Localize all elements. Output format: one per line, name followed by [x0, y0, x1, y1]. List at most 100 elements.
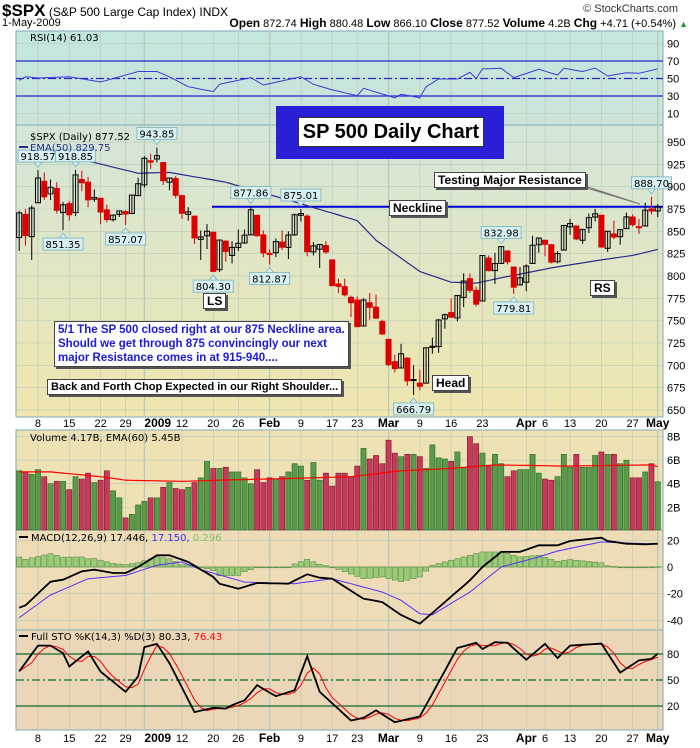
volume-bar: [354, 465, 361, 531]
candle-body: [560, 224, 567, 251]
candle-body: [491, 263, 498, 272]
price-label: 851.35: [46, 240, 81, 251]
volume-bar: [579, 466, 586, 531]
index-name: (S&P 500 Large Cap Index): [48, 5, 197, 19]
volume-bar: [97, 479, 104, 531]
candle-body: [635, 226, 642, 229]
low-value: 866.10: [393, 18, 428, 30]
volume-bar: [235, 471, 242, 531]
macd-histogram-bar: [442, 561, 448, 568]
volume-bar: [554, 476, 561, 531]
date-tick-label: 2009: [144, 731, 171, 745]
macd-histogram-bar: [72, 556, 79, 568]
macd-tick-label: -40: [667, 615, 683, 627]
price-label: 666.79: [396, 405, 431, 416]
volume-bar: [460, 468, 467, 531]
volume-bar: [41, 476, 48, 531]
candle-body: [517, 277, 523, 286]
candle-body: [504, 250, 511, 263]
candle-body: [423, 347, 430, 384]
volume-ema-line: [19, 464, 658, 483]
title-banner: SP 500 Daily Chart: [276, 106, 504, 159]
candle-body: [210, 231, 217, 272]
candle-body: [429, 345, 436, 348]
macd-histogram-bar: [341, 566, 348, 572]
volume-bar: [66, 489, 73, 531]
candle-body: [110, 214, 117, 221]
candle-body: [166, 177, 173, 183]
macd-histogram-bar: [410, 566, 417, 579]
candle-body: [316, 244, 323, 250]
candle-body: [78, 179, 85, 184]
candle-body: [404, 357, 411, 382]
macd-histogram-bar: [60, 556, 66, 568]
date-tick-label: 9: [298, 733, 304, 745]
close-value: 877.52: [465, 18, 500, 30]
date-tick-label: 2009: [144, 416, 171, 430]
price-label: 888.70: [634, 179, 669, 190]
volume-bar: [385, 439, 392, 531]
symbol: $SPX: [2, 1, 46, 20]
price-label: 779.81: [496, 304, 531, 315]
candle-body: [153, 155, 160, 160]
volume-bar: [310, 462, 317, 531]
candle-body: [466, 278, 473, 291]
volume-bar: [492, 453, 498, 531]
candle-body: [579, 228, 586, 241]
volume-bar: [410, 453, 417, 531]
date-tick-label: Apr: [516, 416, 537, 430]
volume-bar: [648, 463, 655, 531]
price-tick-label: 850: [667, 226, 685, 238]
volume-bar: [654, 481, 661, 531]
volume-bar: [22, 471, 29, 531]
volume-bar: [335, 472, 342, 531]
analysis-note-line-1: 5/1 The SP 500 closed right at our 875 N…: [58, 324, 345, 336]
date-tick-label: 16: [445, 418, 457, 430]
macd-tick-label: -20: [667, 589, 683, 601]
close-label: Close: [430, 16, 463, 30]
volume-bar: [91, 482, 98, 531]
volume-bar: [141, 501, 148, 531]
candle-body: [548, 244, 555, 263]
macd-histogram-bar: [166, 558, 173, 568]
candle-body: [592, 213, 599, 218]
date-tick-label: 8: [35, 418, 41, 430]
date-tick-label: 20: [595, 418, 607, 430]
volume-bar: [398, 456, 404, 531]
macd-histogram-bar: [22, 559, 29, 568]
macd-histogram-bar: [542, 557, 548, 568]
volume-bar: [135, 504, 142, 531]
volume-bar: [610, 453, 617, 531]
price-panel: [15, 124, 664, 418]
date-tick-label: 13: [564, 733, 576, 745]
rsi-tick-label: 90: [667, 39, 679, 51]
candle-body: [260, 234, 267, 254]
rsi-tick-label: 30: [667, 91, 679, 103]
volume-bar: [592, 455, 599, 531]
candle-body: [347, 296, 354, 304]
volume-bar: [598, 451, 605, 531]
high-label: High: [299, 16, 327, 30]
date-tick-label: 23: [476, 733, 488, 745]
macd-histogram-bar: [398, 566, 404, 582]
macd-histogram-bar: [586, 561, 592, 568]
macd-histogram-bar: [391, 566, 398, 581]
neckline-label: Neckline: [389, 200, 447, 216]
price-label-box: [280, 188, 322, 202]
candle-body: [598, 214, 605, 248]
date-tick-label: 15: [63, 418, 75, 430]
rsi-tick-label: 70: [667, 56, 679, 68]
macd-histogram-bar: [385, 566, 392, 579]
candle-body: [523, 265, 530, 283]
chg-label: Chg: [573, 16, 598, 30]
candle-body: [510, 266, 517, 288]
sto-legend-d: 76.43: [194, 632, 223, 643]
price-tick-label: 825: [667, 249, 685, 261]
volume-bar: [266, 477, 273, 531]
candle-body: [172, 178, 179, 196]
volume-bar: [191, 482, 198, 531]
price-label-box: [192, 279, 234, 293]
macd-histogram-bar: [416, 566, 423, 578]
ema50-line: [19, 149, 658, 284]
macd-histogram-bar: [598, 562, 605, 568]
